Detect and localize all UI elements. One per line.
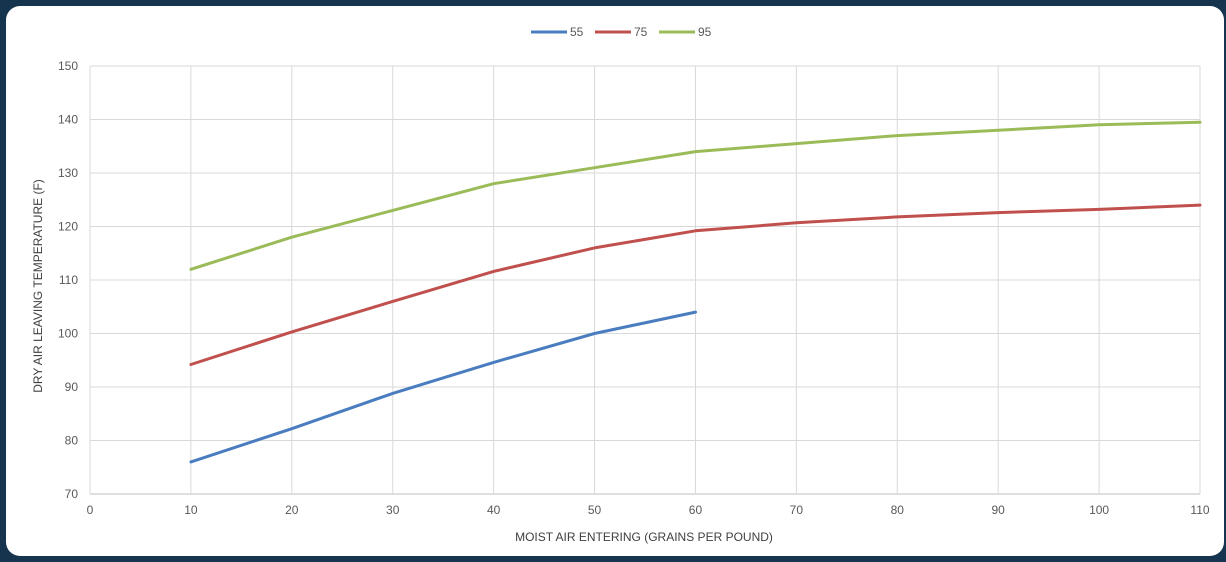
x-axis-ticks: 0 10 20 30 40 50 60 70 80 90 100 110 bbox=[87, 503, 1210, 517]
series-lines bbox=[189, 120, 1202, 464]
x-tick-label: 60 bbox=[689, 503, 703, 517]
y-tick-label: 130 bbox=[58, 166, 78, 180]
x-tick-label: 100 bbox=[1089, 503, 1109, 517]
x-tick-label: 0 bbox=[87, 503, 94, 517]
y-tick-label: 90 bbox=[65, 380, 79, 394]
legend-label-55: 55 bbox=[570, 25, 584, 39]
legend: 55 75 95 bbox=[531, 25, 712, 39]
y-tick-label: 70 bbox=[65, 487, 79, 501]
x-tick-label: 30 bbox=[386, 503, 400, 517]
y-tick-label: 120 bbox=[58, 220, 78, 234]
x-axis-title: MOIST AIR ENTERING (GRAINS PER POUND) bbox=[515, 530, 773, 544]
grid bbox=[89, 65, 1201, 495]
series-line-55 bbox=[189, 310, 697, 464]
x-tick-label: 50 bbox=[588, 503, 602, 517]
series-line-95 bbox=[189, 120, 1202, 271]
y-axis-title: DRY AIR LEAVING TEMPERATURE (F) bbox=[31, 179, 45, 393]
y-tick-label: 140 bbox=[58, 113, 78, 127]
x-tick-label: 10 bbox=[184, 503, 198, 517]
chart-card: 70 80 90 100 110 120 130 140 150 0 10 20 30 40 50 60 70… bbox=[6, 6, 1224, 556]
x-tick-label: 20 bbox=[285, 503, 299, 517]
line-chart: 70 80 90 100 110 120 130 140 150 0 10 20 30 40 50 60 70… bbox=[31, 25, 1210, 544]
x-tick-label: 90 bbox=[992, 503, 1006, 517]
y-axis-ticks: 70 80 90 100 110 120 130 140 150 bbox=[58, 59, 78, 501]
legend-label-95: 95 bbox=[698, 25, 712, 39]
x-tick-label: 110 bbox=[1190, 503, 1209, 517]
x-tick-label: 70 bbox=[790, 503, 804, 517]
x-tick-label: 40 bbox=[487, 503, 501, 517]
series-line-75 bbox=[189, 203, 1202, 366]
y-tick-label: 80 bbox=[65, 434, 79, 448]
y-tick-label: 100 bbox=[58, 327, 78, 341]
y-tick-label: 110 bbox=[59, 273, 78, 287]
y-tick-label: 150 bbox=[58, 59, 78, 73]
x-tick-label: 80 bbox=[891, 503, 905, 517]
legend-label-75: 75 bbox=[634, 25, 648, 39]
